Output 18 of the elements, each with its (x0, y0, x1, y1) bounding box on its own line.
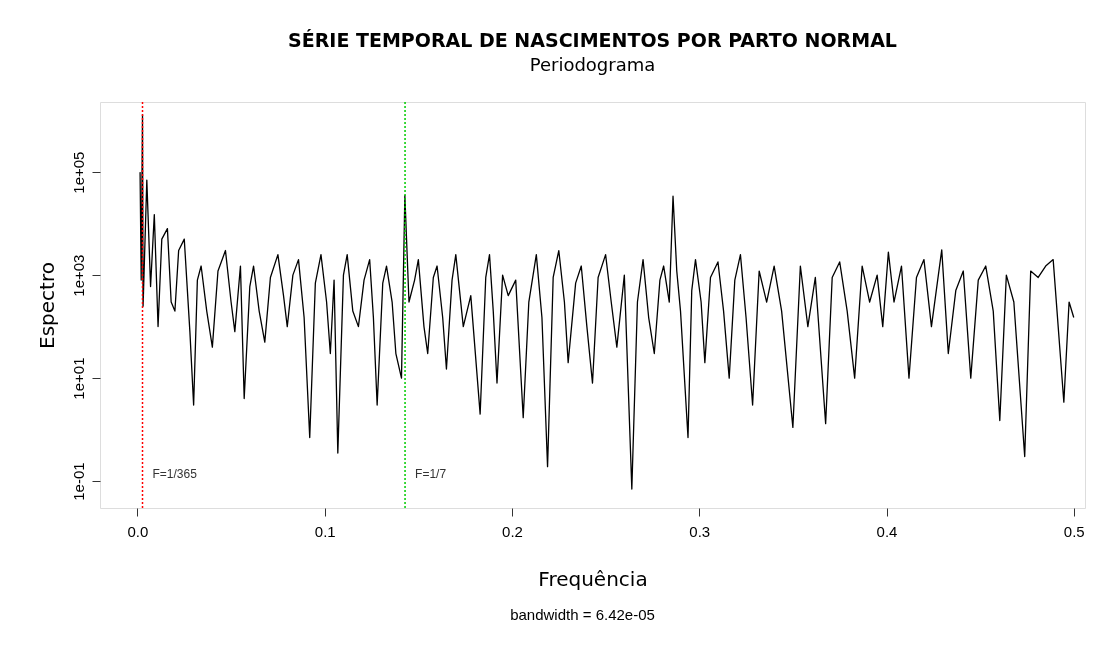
x-tick-label: 0.5 (1063, 522, 1085, 540)
y-tick-label: 1e+05 (69, 151, 87, 194)
annotation: F=1/7 (415, 467, 447, 482)
x-tick-label: 0.2 (502, 522, 523, 540)
x-tick-label: 0.4 (876, 522, 898, 540)
y-tick-label: 1e+03 (69, 254, 87, 297)
line-series (139, 114, 1075, 490)
y-axis-title: Espectro (34, 262, 59, 349)
annotation: F=1/365 (152, 467, 198, 482)
x-tick-label: 0.1 (314, 522, 336, 540)
chart-title: SÉRIE TEMPORAL DE NASCIMENTOS POR PARTO NORMAL (288, 29, 897, 52)
x-tick-label: 0.3 (689, 522, 711, 540)
chart-subtitle: Periodograma (529, 54, 656, 76)
text: bandwidth = 6.42e-05 (510, 606, 655, 623)
x-axis-title: Frequência (538, 566, 648, 591)
y-tick-label: 1e-01 (69, 462, 87, 501)
y-tick-label: 1e+01 (69, 357, 87, 400)
x-tick-label: 0.0 (127, 522, 149, 540)
